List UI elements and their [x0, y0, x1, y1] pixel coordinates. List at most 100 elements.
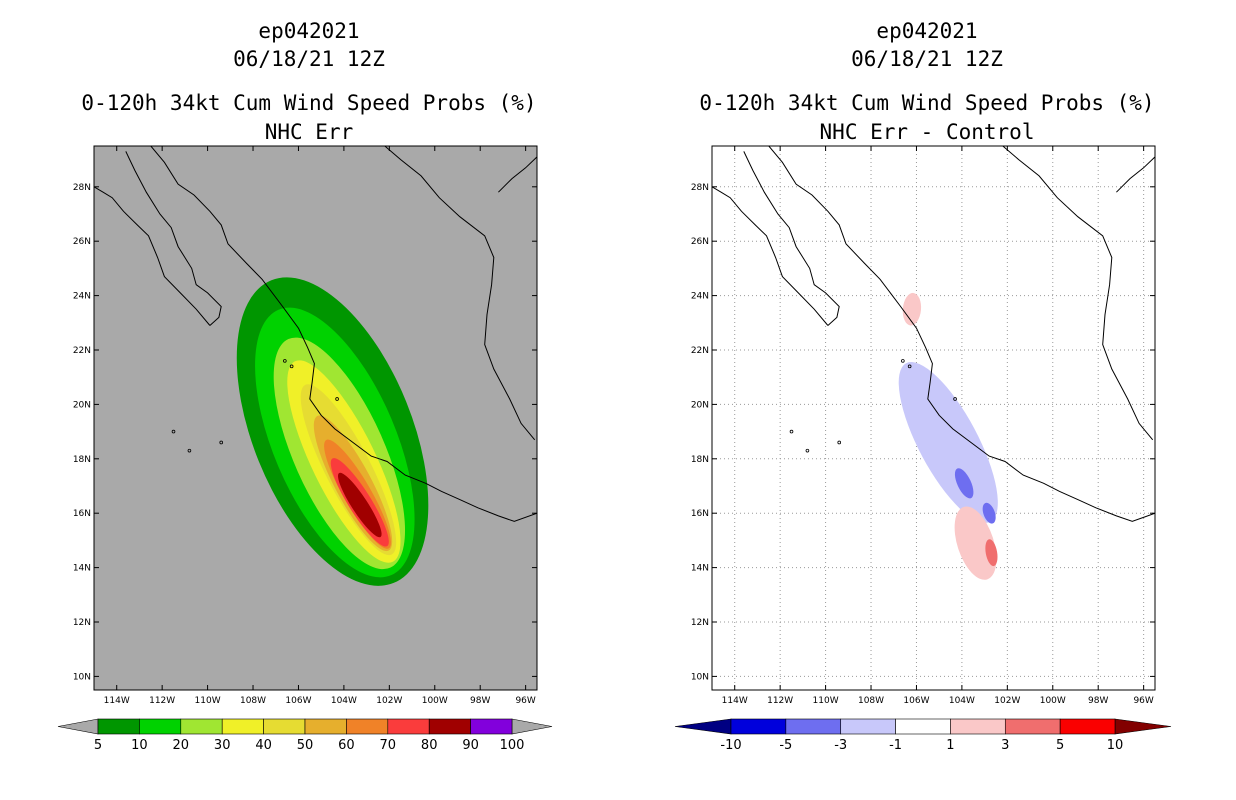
right-lat-label-20N: 20N — [691, 400, 709, 410]
left-island — [187, 448, 192, 453]
right-colorbar-label-1: -5 — [779, 738, 792, 753]
right-lon-label-108W: 108W — [858, 696, 884, 706]
right-colorbar-below — [674, 718, 732, 735]
left-colorbar-label-10: 100 — [500, 738, 525, 753]
left-colorbar-swatch-6 — [346, 718, 389, 735]
left-storm-id: ep042021 — [258, 19, 360, 43]
left-lat-label-24N: 24N — [73, 292, 91, 302]
right-lon-label-106W: 106W — [903, 696, 929, 706]
right-colorbar-swatch-6 — [1059, 718, 1116, 735]
right-colorbar-label-0: -10 — [720, 738, 741, 753]
right-lat-label-12N: 12N — [691, 618, 709, 628]
right-colorbar-label-7: 10 — [1107, 738, 1124, 753]
right-lon-label-100W: 100W — [1040, 696, 1066, 706]
right-contour--3 — [982, 502, 996, 524]
left-lat-label-22N: 22N — [73, 346, 91, 356]
left-colorbar-swatch-7 — [387, 718, 430, 735]
right-lat-label-16N: 16N — [691, 509, 709, 519]
left-lon-label-102W: 102W — [376, 696, 402, 706]
right-plot-area — [712, 146, 1155, 690]
right-colorbar-above — [1114, 718, 1172, 735]
right-lat-label-22N: 22N — [691, 346, 709, 356]
left-lat-label-20N: 20N — [73, 400, 91, 410]
right-lat-label-10N: 10N — [691, 672, 709, 682]
right-colorbar-swatch-4 — [950, 718, 1006, 735]
left-island — [283, 359, 287, 363]
right-lon-label-104W: 104W — [949, 696, 975, 706]
left-lon-label-108W: 108W — [240, 696, 266, 706]
right-island — [789, 429, 794, 434]
left-lon-label-106W: 106W — [285, 696, 311, 706]
right-contour-1 — [902, 292, 922, 326]
right-chart-title: 0-120h 34kt Cum Wind Speed Probs (%) — [699, 91, 1155, 115]
right-lon-label-110W: 110W — [813, 696, 839, 706]
right-island — [953, 397, 957, 401]
right-coastline — [1002, 146, 1154, 441]
left-island — [335, 397, 339, 401]
left-coastline — [94, 186, 211, 326]
right-lon-label-96W: 96W — [1133, 696, 1153, 706]
right-island — [901, 359, 905, 363]
left-island — [171, 429, 176, 434]
right-storm-id: ep042021 — [876, 19, 978, 43]
right-colorbar-label-6: 5 — [1056, 738, 1064, 753]
left-lon-label-96W: 96W — [515, 696, 535, 706]
left-lat-label-26N: 26N — [73, 237, 91, 247]
right-contour-3 — [985, 539, 998, 567]
left-chart-subtitle: NHC Err — [264, 120, 354, 144]
left-lat-label-14N: 14N — [73, 564, 91, 574]
right-lon-label-102W: 102W — [994, 696, 1020, 706]
left-colorbar-label-1: 10 — [131, 738, 148, 753]
left-chart-title: 0-120h 34kt Cum Wind Speed Probs (%) — [81, 91, 537, 115]
left-lat-label-18N: 18N — [73, 455, 91, 465]
right-island — [805, 448, 810, 453]
right-colorbar-swatch-0 — [730, 718, 787, 735]
right-map-chart: 114W 112W 110W 108W 106W 104W 102W 100W 98W 96W 28… — [674, 145, 1172, 753]
right-colorbar-label-3: -1 — [889, 738, 902, 753]
right-coastline — [712, 186, 829, 326]
right-colorbar-swatch-3 — [895, 718, 951, 735]
left-colorbar-swatch-4 — [263, 718, 306, 735]
right-chart-subtitle: NHC Err - Control — [819, 120, 1035, 144]
left-colorbar-label-7: 70 — [380, 738, 397, 753]
right-contour--1 — [898, 362, 998, 523]
left-lon-label-110W: 110W — [195, 696, 221, 706]
left-colorbar-swatch-2 — [180, 718, 223, 735]
left-island — [289, 364, 294, 369]
left-lon-label-104W: 104W — [331, 696, 357, 706]
left-plot-area — [94, 146, 537, 586]
right-date: 06/18/21 12Z — [851, 47, 1003, 71]
left-map-chart: 114W 112W 110W 108W 106W 104W 102W 100W 98W 96W 28… — [57, 145, 553, 753]
right-lat-label-28N: 28N — [691, 183, 709, 193]
left-colorbar-label-6: 60 — [338, 738, 355, 753]
left-lat-label-12N: 12N — [73, 618, 91, 628]
right-island — [907, 364, 912, 369]
left-colorbar-above — [511, 718, 553, 735]
left-colorbar-swatch-8 — [428, 718, 471, 735]
right-colorbar-label-2: -3 — [834, 738, 847, 753]
right-coastline — [768, 146, 1155, 522]
left-lon-label-112W: 112W — [149, 696, 175, 706]
right-lon-label-98W: 98W — [1088, 696, 1108, 706]
right-colorbar-swatch-1 — [785, 718, 842, 735]
right-lon-label-112W: 112W — [767, 696, 793, 706]
left-colorbar-label-5: 50 — [297, 738, 314, 753]
left-colorbar-label-9: 90 — [462, 738, 479, 753]
right-contour-1 — [954, 506, 997, 580]
left-lon-label-98W: 98W — [470, 696, 490, 706]
right-island — [837, 440, 842, 445]
right-panel: ep042021 06/18/21 12Z 0-120h 34kt Cum Wi… — [618, 0, 1236, 800]
left-island — [219, 440, 224, 445]
left-colorbar-swatch-5 — [304, 718, 347, 735]
left-lat-label-28N: 28N — [73, 183, 91, 193]
left-colorbar-label-8: 80 — [421, 738, 438, 753]
left-contour-80 — [338, 472, 382, 538]
right-coastline — [743, 151, 840, 326]
right-lon-label-114W: 114W — [722, 696, 748, 706]
right-colorbar-swatch-2 — [840, 718, 896, 735]
left-colorbar-label-2: 20 — [173, 738, 190, 753]
left-lat-label-16N: 16N — [73, 509, 91, 519]
right-lat-label-26N: 26N — [691, 237, 709, 247]
left-colorbar-label-0: 5 — [94, 738, 102, 753]
right-lat-label-14N: 14N — [691, 564, 709, 574]
